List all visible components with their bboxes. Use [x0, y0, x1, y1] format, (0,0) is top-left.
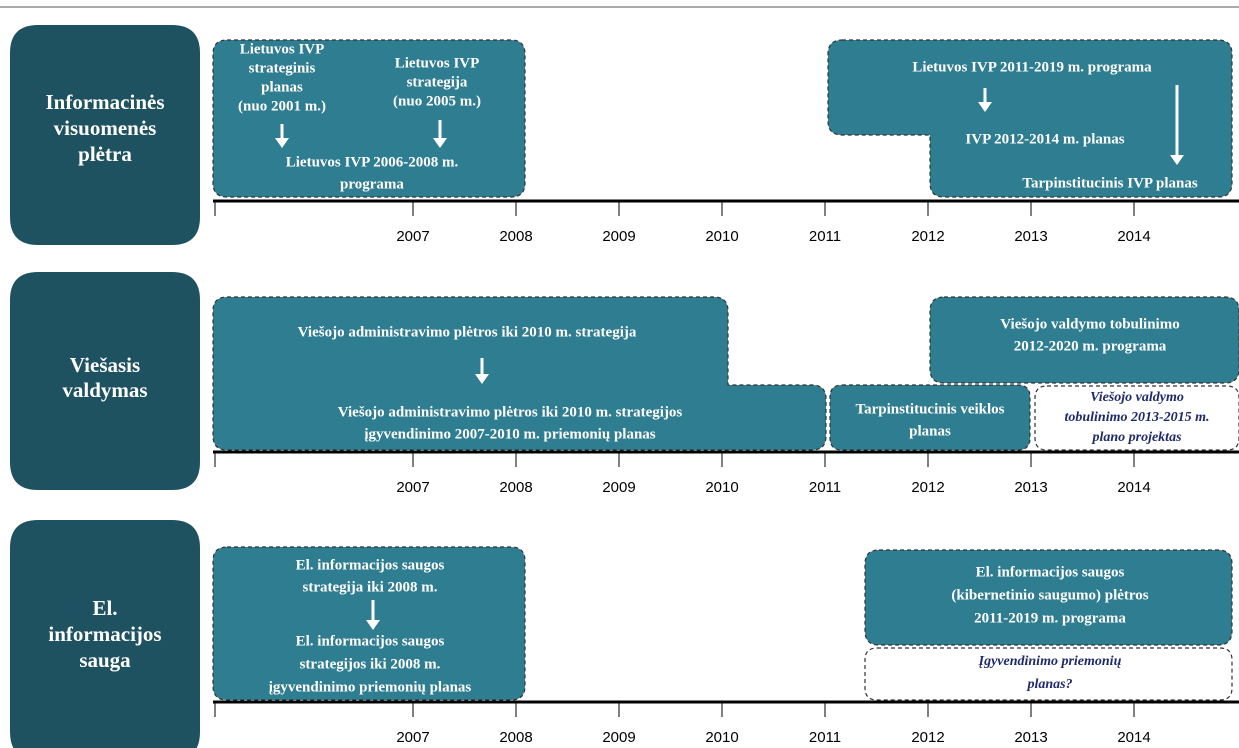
year-label: 2011	[809, 228, 841, 245]
row-label: valdymas	[62, 378, 147, 402]
year-label: 2007	[396, 729, 429, 746]
year-label: 2008	[499, 479, 532, 496]
year-label: 2011	[809, 729, 841, 746]
row-label: plėtra	[78, 142, 132, 166]
draft-text: planas?	[1026, 677, 1072, 692]
year-label: 2012	[911, 479, 944, 496]
box-text: El. informacijos saugos	[976, 564, 1125, 580]
row-label: sauga	[79, 648, 131, 672]
year-label: 2009	[602, 479, 635, 496]
box-text: IVP 2012-2014 m. planas	[965, 131, 1124, 147]
year-label: 2010	[705, 729, 738, 746]
year-label: 2014	[1117, 729, 1150, 746]
box-text: 2011-2019 m. programa	[974, 610, 1126, 626]
box-text: (kibernetinio saugumo) plėtros	[951, 587, 1148, 603]
box-text: įgyvendinimo priemonių planas	[269, 679, 472, 695]
arrow-head	[978, 102, 992, 112]
box-text: El. informacijos saugos	[296, 633, 445, 649]
year-label: 2008	[499, 729, 532, 746]
draft-text: Įgyvendinimo priemonių	[978, 654, 1122, 669]
program-box	[829, 384, 1031, 451]
program-box	[929, 296, 1239, 384]
year-label: 2012	[911, 228, 944, 245]
row-label: El.	[92, 596, 117, 620]
row-label-box	[10, 272, 200, 490]
box-text: Tarpinstitucinis veiklos	[855, 401, 1004, 417]
dashed-box	[864, 647, 1233, 701]
box-text: strategija iki 2008 m.	[303, 579, 438, 595]
row-label: informacijos	[48, 622, 161, 646]
box-text: Lietuvos IVP	[240, 41, 325, 57]
arrow-head	[1170, 155, 1184, 165]
year-label: 2011	[809, 479, 841, 496]
row-label: visuomenės	[54, 116, 157, 140]
box-text: programa	[340, 176, 404, 192]
program-box	[212, 39, 526, 198]
row-label: Informacinės	[46, 90, 165, 114]
box-text: (nuo 2001 m.)	[238, 98, 326, 114]
box-text: strateginis	[249, 60, 316, 76]
box-text: strategija	[407, 74, 468, 90]
row-label: Viešasis	[70, 353, 140, 377]
draft-text: plano projektas	[1091, 430, 1182, 445]
year-label: 2010	[705, 228, 738, 245]
box-text: Viešojo administravimo plėtros iki 2010 …	[338, 404, 683, 420]
arrow-head	[475, 374, 489, 384]
dashed-box	[1034, 385, 1239, 451]
box-text: Lietuvos IVP	[395, 55, 480, 71]
year-label: 2013	[1014, 228, 1047, 245]
year-label: 2012	[911, 729, 944, 746]
program-box	[212, 296, 827, 451]
year-label: 2010	[705, 479, 738, 496]
row-label-box	[10, 25, 200, 245]
box-text: Tarpinstitucinis IVP planas	[1022, 175, 1198, 191]
year-label: 2009	[602, 729, 635, 746]
row-label-box	[10, 520, 200, 748]
year-label: 2014	[1117, 479, 1150, 496]
box-text: Viešojo administravimo plėtros iki 2010 …	[298, 324, 637, 340]
year-label: 2007	[396, 228, 429, 245]
box-text: Lietuvos IVP 2006-2008 m.	[286, 154, 459, 170]
arrow-head	[275, 138, 289, 148]
year-label: 2014	[1117, 228, 1150, 245]
year-label: 2013	[1014, 729, 1047, 746]
draft-text: tobulinimo 2013-2015 m.	[1064, 410, 1209, 425]
year-label: 2009	[602, 228, 635, 245]
arrow-head	[433, 138, 447, 148]
draft-text: Viešojo valdymo	[1090, 390, 1184, 405]
box-text: El. informacijos saugos	[296, 557, 445, 573]
box-text: (nuo 2005 m.)	[393, 93, 481, 109]
box-text: Lietuvos IVP 2011-2019 m. programa	[912, 59, 1152, 75]
year-label: 2013	[1014, 479, 1047, 496]
year-label: 2007	[396, 479, 429, 496]
box-text: planas	[261, 79, 303, 95]
box-text: planas	[909, 423, 951, 439]
box-text: įgyvendinimo 2007-2010 m. priemonių plan…	[364, 426, 655, 442]
arrow-head	[366, 620, 380, 630]
program-box	[864, 549, 1233, 646]
program-box	[827, 39, 1233, 198]
box-text: 2012-2020 m. programa	[1014, 338, 1167, 354]
box-text: strategijos iki 2008 m.	[300, 656, 441, 672]
year-label: 2008	[499, 228, 532, 245]
box-text: Viešojo valdymo tobulinimo	[1000, 316, 1179, 332]
